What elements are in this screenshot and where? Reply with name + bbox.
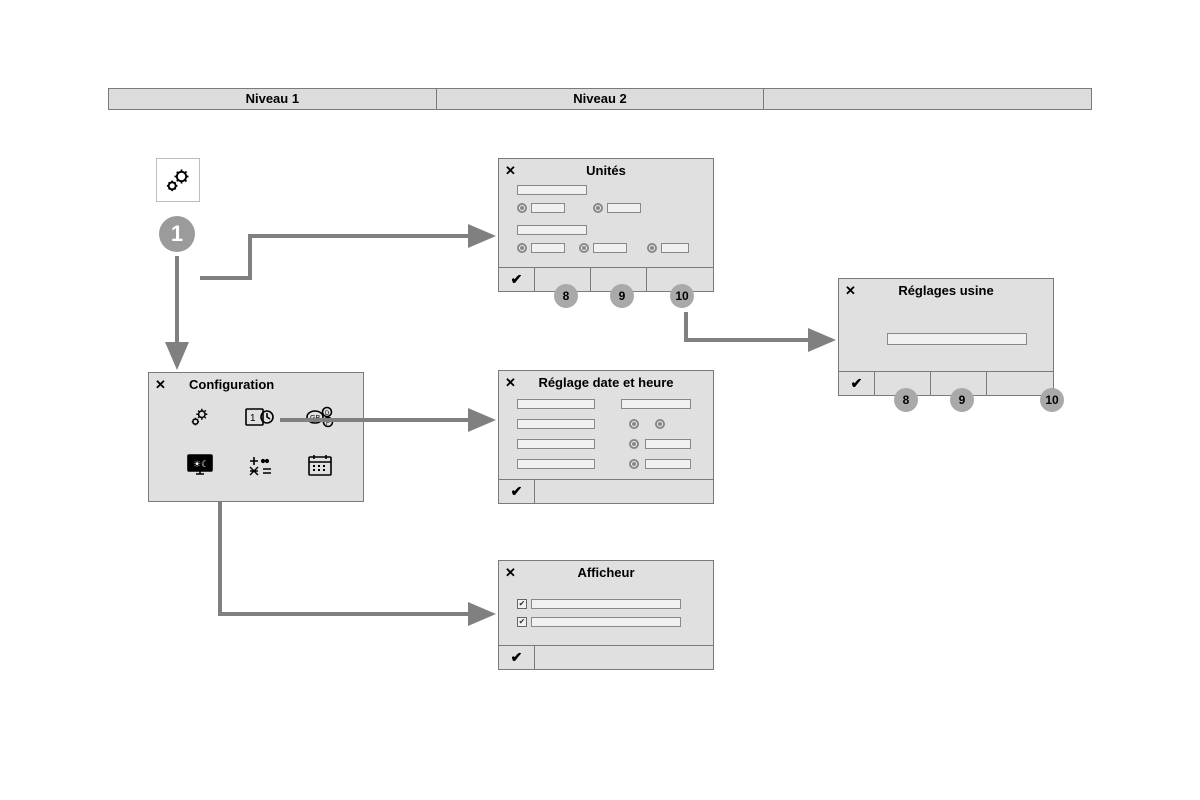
panel-title: Réglages usine xyxy=(839,283,1053,298)
field xyxy=(517,185,587,195)
field xyxy=(887,333,1027,345)
step-number-1: 1 xyxy=(159,216,195,252)
radio[interactable] xyxy=(517,203,527,213)
field xyxy=(593,243,627,253)
svg-text:D: D xyxy=(325,411,330,417)
radio[interactable] xyxy=(629,459,639,469)
checkbox[interactable]: ✔ xyxy=(517,617,527,627)
field xyxy=(607,203,641,213)
svg-text:☀☾: ☀☾ xyxy=(193,459,209,469)
svg-text:GB: GB xyxy=(310,415,320,422)
checkbox[interactable]: ✔ xyxy=(517,599,527,609)
field xyxy=(517,225,587,235)
radio[interactable] xyxy=(593,203,603,213)
field xyxy=(645,459,691,469)
language-icon[interactable]: GB DF xyxy=(303,403,337,431)
panel-title: Unités xyxy=(499,163,713,178)
badge-9: 9 xyxy=(950,388,974,412)
badge-10: 10 xyxy=(1040,388,1064,412)
display-panel: ✕ Afficheur ✔ ✔ ✔ xyxy=(498,560,714,670)
panel-tab[interactable] xyxy=(535,479,713,503)
panel-title: Configuration xyxy=(189,377,363,392)
badge-8: 8 xyxy=(894,388,918,412)
gear-icon-box xyxy=(156,158,200,202)
radio[interactable] xyxy=(629,419,639,429)
badge-8: 8 xyxy=(554,284,578,308)
panel-title: Réglage date et heure xyxy=(499,375,713,390)
radio[interactable] xyxy=(579,243,589,253)
svg-text:1: 1 xyxy=(250,413,256,424)
radio[interactable] xyxy=(655,419,665,429)
gear-icon xyxy=(164,166,192,194)
field xyxy=(517,419,595,429)
units-icon[interactable] xyxy=(243,451,277,479)
field xyxy=(517,439,595,449)
confirm-button[interactable]: ✔ xyxy=(839,371,875,395)
field xyxy=(517,459,595,469)
panel-tabs xyxy=(535,645,713,669)
factory-panel: ✕ Réglages usine ✔ xyxy=(838,278,1054,396)
svg-text:F: F xyxy=(326,421,330,427)
panel-title: Afficheur xyxy=(499,565,713,580)
radio[interactable] xyxy=(517,243,527,253)
header-cell-1: Niveau 1 xyxy=(108,88,437,110)
header-cell-2: Niveau 2 xyxy=(437,88,765,110)
gear-icon[interactable] xyxy=(183,403,217,431)
datetime-panel: ✕ Réglage date et heure ✔ xyxy=(498,370,714,504)
confirm-button[interactable]: ✔ xyxy=(499,479,535,503)
badge-10: 10 xyxy=(670,284,694,308)
panel-tabs xyxy=(535,479,713,503)
field xyxy=(621,399,691,409)
badge-9: 9 xyxy=(610,284,634,308)
radio[interactable] xyxy=(629,439,639,449)
radio[interactable] xyxy=(647,243,657,253)
calendar-icon[interactable] xyxy=(303,451,337,479)
field xyxy=(661,243,689,253)
confirm-button[interactable]: ✔ xyxy=(499,267,535,291)
confirm-button[interactable]: ✔ xyxy=(499,645,535,669)
field xyxy=(645,439,691,449)
field xyxy=(531,203,565,213)
display-icon[interactable]: ☀☾ xyxy=(183,451,217,479)
header-row: Niveau 1 Niveau 2 xyxy=(108,88,1092,110)
field xyxy=(531,617,681,627)
field xyxy=(531,599,681,609)
configuration-panel: ✕ Configuration 1 GB DF ☀☾ xyxy=(148,372,364,502)
close-icon[interactable]: ✕ xyxy=(155,377,166,393)
field xyxy=(517,399,595,409)
field xyxy=(531,243,565,253)
panel-tab[interactable] xyxy=(535,645,713,669)
date-time-icon[interactable]: 1 xyxy=(243,403,277,431)
header-cell-3 xyxy=(764,88,1092,110)
units-panel: ✕ Unités ✔ xyxy=(498,158,714,292)
